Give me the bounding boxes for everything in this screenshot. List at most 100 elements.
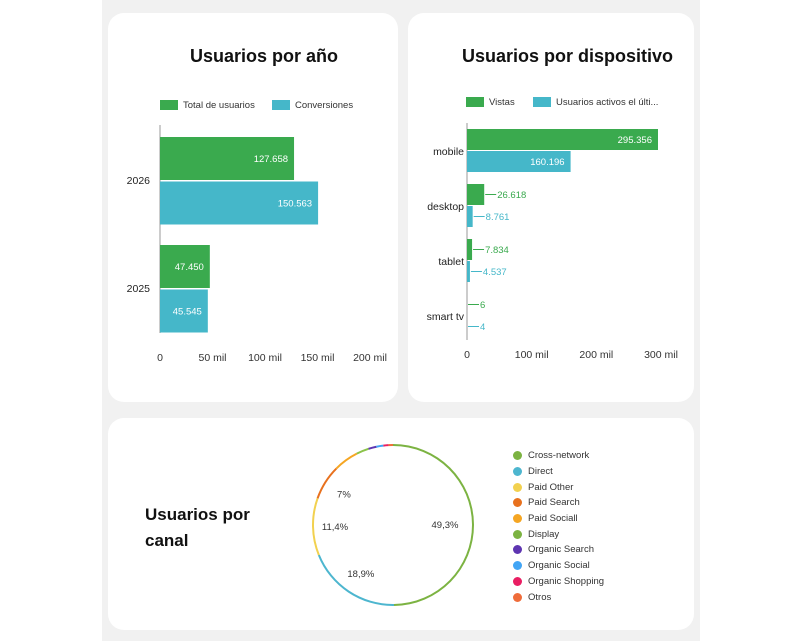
category-label-tablet: tablet (438, 256, 464, 268)
legend-label-organic-search: Organic Search (528, 544, 595, 556)
chart-title-line-2: canal (145, 531, 189, 550)
chart-title-users-by-device: Usuarios por dispositivo (462, 46, 674, 66)
data-label-conversiones-2026: 150.563 (278, 199, 312, 210)
legend-swatch-total-de-usuarios (160, 100, 178, 110)
x-tick-label-4: 200 mil (353, 352, 387, 364)
bar-total-de-usuarios-2025 (160, 245, 210, 288)
x-tick-label-3: 300 mil (644, 349, 678, 361)
legend-dot-paid-search (513, 498, 522, 508)
legend-item-paid-sociall: Paid Sociall (513, 511, 604, 527)
legend-swatch-vistas (466, 97, 484, 107)
legend-dot-paid-other (513, 482, 522, 492)
x-tick-label-2: 200 mil (579, 349, 613, 361)
legend-label-total-de-usuarios: Total de usuarios (183, 100, 255, 111)
legend-dot-otros (513, 592, 522, 602)
slice-organic-social (376, 444, 384, 448)
legend-label-vistas: Vistas (489, 97, 515, 108)
chart-title-users-by-channel: Usuarios por canal (145, 502, 250, 554)
data-label-vistas-desktop: 26.618 (497, 190, 526, 201)
legend-label-paid-other: Paid Other (528, 481, 574, 493)
legend-dot-display (513, 529, 522, 539)
x-tick-label-0: 0 (464, 349, 470, 361)
bar-vistas-mobile (467, 129, 658, 150)
legend-item-organic-shopping: Organic Shopping (513, 574, 604, 590)
bar-vistas-desktop (467, 184, 485, 205)
data-label-usuarios-activos-el-lti-mobile: 160.196 (530, 157, 564, 168)
legend-item-organic-social: Organic Social (513, 558, 604, 574)
legend-item-organic-search: Organic Search (513, 542, 604, 558)
category-label-mobile: mobile (433, 146, 464, 158)
bar-vistas-tablet (467, 239, 473, 260)
legend-item-otros: Otros (513, 589, 604, 605)
data-label-total-de-usuarios-2025: 47.450 (175, 262, 204, 273)
legend-label-display: Display (528, 528, 560, 540)
legend-swatch-usuarios-activos-el-lti (533, 97, 551, 107)
legend-swatch-conversiones (272, 100, 290, 110)
legend-dot-organic-search (513, 545, 522, 555)
legend-dot-paid-sociall (513, 514, 522, 524)
legend-label-organic-shopping: Organic Shopping (528, 575, 605, 587)
slice-direct (317, 554, 395, 606)
data-label-usuarios-activos-el-lti-smart-tv: 4 (480, 322, 485, 333)
legend-item-paid-search: Paid Search (513, 495, 604, 511)
legend-item-display: Display (513, 526, 604, 542)
chart-title-users-by-year: Usuarios por año (190, 46, 339, 66)
legend-label-organic-social: Organic Social (528, 560, 590, 572)
chart-users-by-year: Total de usuarios Conversiones 0 50 mil 100 … (127, 100, 387, 364)
legend-item-direct: Direct (513, 464, 604, 480)
x-tick-label-3: 150 mil (301, 352, 335, 364)
slice-paid-sociall (335, 452, 358, 470)
bar-conversiones-2026 (160, 181, 319, 225)
legend-dot-cross-network (513, 451, 522, 461)
legend-dot-organic-social (513, 561, 522, 571)
legend-label-conversiones: Conversiones (295, 100, 353, 111)
category-label-desktop: desktop (427, 201, 464, 213)
slice-paid-other (312, 498, 320, 556)
bar-usuarios-activos-el-lti-tablet (467, 261, 470, 282)
legend-label-paid-sociall: Paid Sociall (528, 513, 578, 525)
legend-item-paid-other: Paid Other (513, 479, 604, 495)
x-tick-label-1: 50 mil (198, 352, 226, 364)
bar-conversiones-2025 (160, 289, 208, 333)
bar-total-de-usuarios-2026 (160, 137, 295, 180)
bar-usuarios-activos-el-lti-desktop (467, 206, 473, 227)
category-label-2025: 2025 (127, 283, 151, 295)
card-users-by-year: Usuarios por año Total de usuarios Conver… (108, 13, 398, 402)
data-label-vistas-mobile: 295.356 (618, 135, 652, 146)
slice-otros (388, 444, 393, 447)
data-label-total-de-usuarios-2026: 127.658 (254, 154, 288, 165)
slice-label-display: 49,3% (432, 520, 459, 531)
bar-usuarios-activos-el-lti-mobile (467, 151, 571, 172)
data-label-usuarios-activos-el-lti-tablet: 4.537 (483, 267, 507, 278)
slice-label-paid-search: 7% (337, 490, 351, 501)
legend-dot-organic-shopping (513, 576, 522, 586)
data-label-vistas-tablet: 7.834 (485, 245, 509, 256)
data-label-usuarios-activos-el-lti-desktop: 8.761 (486, 212, 510, 223)
legend-label-usuarios-activos-el-lti: Usuarios activos el últi... (556, 97, 658, 108)
chart-users-by-device: Vistas Usuarios activos el últi... 0 100 mi… (427, 97, 678, 361)
card-users-by-channel: Usuarios por canal 49,3% 18,9% 11,4% 7% Cro… (108, 418, 694, 630)
x-tick-label-2: 100 mil (248, 352, 282, 364)
chart-title-line-1: Usuarios por (145, 505, 250, 524)
data-label-conversiones-2025: 45.545 (173, 307, 202, 318)
category-label-smart-tv: smart tv (427, 311, 465, 323)
category-label-2026: 2026 (127, 175, 151, 187)
slice-paid-search (316, 467, 338, 499)
slice-label-direct: 18,9% (347, 569, 374, 580)
x-tick-label-1: 100 mil (515, 349, 549, 361)
data-label-vistas-smart-tv: 6 (480, 300, 485, 311)
slice-label-paid-other: 11,4% (322, 522, 349, 533)
x-tick-label-0: 0 (157, 352, 163, 364)
slice-cross-network (356, 447, 369, 455)
chart-users-by-channel: 49,3% 18,9% 11,4% 7% (312, 444, 474, 606)
channel-legend: Cross-network Direct Paid Other Paid Search… (513, 448, 604, 605)
legend-dot-direct (513, 467, 522, 477)
legend-label-paid-search: Paid Search (528, 497, 580, 509)
legend-item-cross-network: Cross-network (513, 448, 604, 464)
slice-organic-shopping (383, 444, 389, 447)
legend-label-cross-network: Cross-network (528, 450, 590, 462)
card-users-by-device: Usuarios por dispositivo Vistas Usuarios … (408, 13, 694, 402)
legend-label-otros: Otros (528, 591, 552, 603)
legend-label-direct: Direct (528, 466, 553, 478)
slice-organic-search (368, 445, 377, 450)
